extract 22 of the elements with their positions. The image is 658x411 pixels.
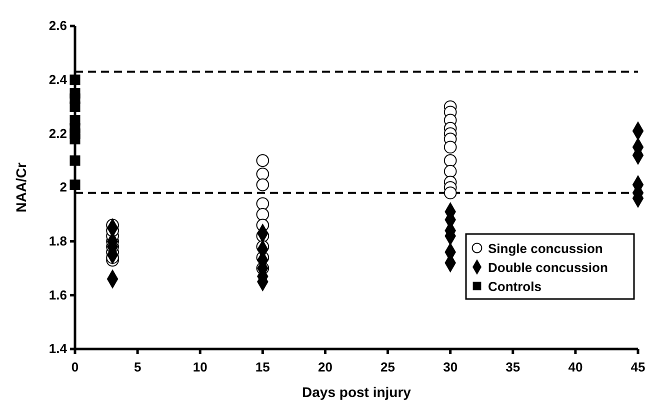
x-tick-label: 5 — [134, 359, 142, 374]
y-tick-label: 2 — [60, 180, 67, 195]
legend-label: Double concussion — [488, 260, 608, 275]
y-tick-label: 2.4 — [48, 72, 68, 87]
y-tick-label: 2.2 — [48, 126, 67, 141]
y-axis-title: NAA/Cr — [13, 162, 29, 212]
x-tick-label: 25 — [380, 359, 396, 374]
x-tick-label: 10 — [192, 359, 208, 374]
x-tick-label: 0 — [71, 359, 79, 374]
x-tick-label: 40 — [568, 359, 583, 374]
x-tick-label: 30 — [443, 359, 458, 374]
y-tick-label: 2.6 — [48, 18, 67, 34]
x-tick-label: 20 — [318, 359, 332, 374]
x-tick-label: 35 — [506, 359, 520, 374]
y-tick-label: 1.8 — [48, 233, 67, 248]
legend-label: Controls — [488, 279, 542, 294]
legend-label: Single concussion — [488, 241, 603, 256]
x-tick-label: 45 — [630, 359, 646, 374]
y-tick-label: 1.4 — [48, 341, 68, 356]
x-tick-label: 15 — [255, 359, 270, 374]
y-tick-label: 1.6 — [48, 287, 67, 302]
x-axis-title: Days post injury — [302, 384, 412, 400]
